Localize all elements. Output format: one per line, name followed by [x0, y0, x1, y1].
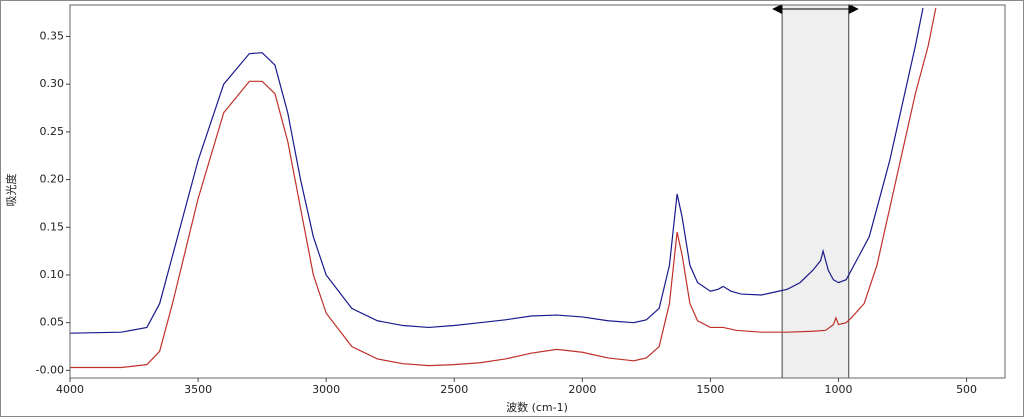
axes: -0.00 0.05 0.10 0.15 0.20 0.25 0.30 0.35 4000 350… — [36, 4, 1006, 396]
selection-handle — [848, 4, 859, 14]
x-tick-label: 2500 — [440, 383, 468, 396]
y-tick-label: 0.30 — [40, 77, 65, 90]
y-tick-label: 0.20 — [40, 173, 65, 186]
y-tick-label: 0.25 — [40, 125, 65, 138]
y-tick-label: 0.35 — [40, 29, 65, 42]
selection-handle — [772, 4, 783, 14]
plot-frame — [69, 4, 1006, 379]
x-tick-label: 3000 — [312, 383, 340, 396]
y-tick-label: 0.10 — [40, 268, 65, 281]
spectrum-line — [70, 7, 937, 369]
x-tick-label: 4000 — [56, 383, 84, 396]
x-tick-label: 2000 — [568, 383, 596, 396]
y-tick-label: -0.00 — [36, 363, 64, 376]
y-axis-label: 吸光度 — [4, 174, 18, 207]
selection-band — [781, 5, 850, 378]
x-tick-label: 3500 — [184, 383, 212, 396]
x-axis-label: 波数 (cm-1) — [506, 401, 568, 414]
y-tick-label: 0.15 — [40, 220, 65, 233]
spectrum-line — [70, 7, 924, 334]
plot — [70, 5, 937, 378]
x-tick-label: 500 — [956, 383, 977, 396]
x-tick-label: 1000 — [824, 383, 852, 396]
y-tick-label: 0.05 — [40, 316, 65, 329]
x-tick-label: 1500 — [696, 383, 724, 396]
